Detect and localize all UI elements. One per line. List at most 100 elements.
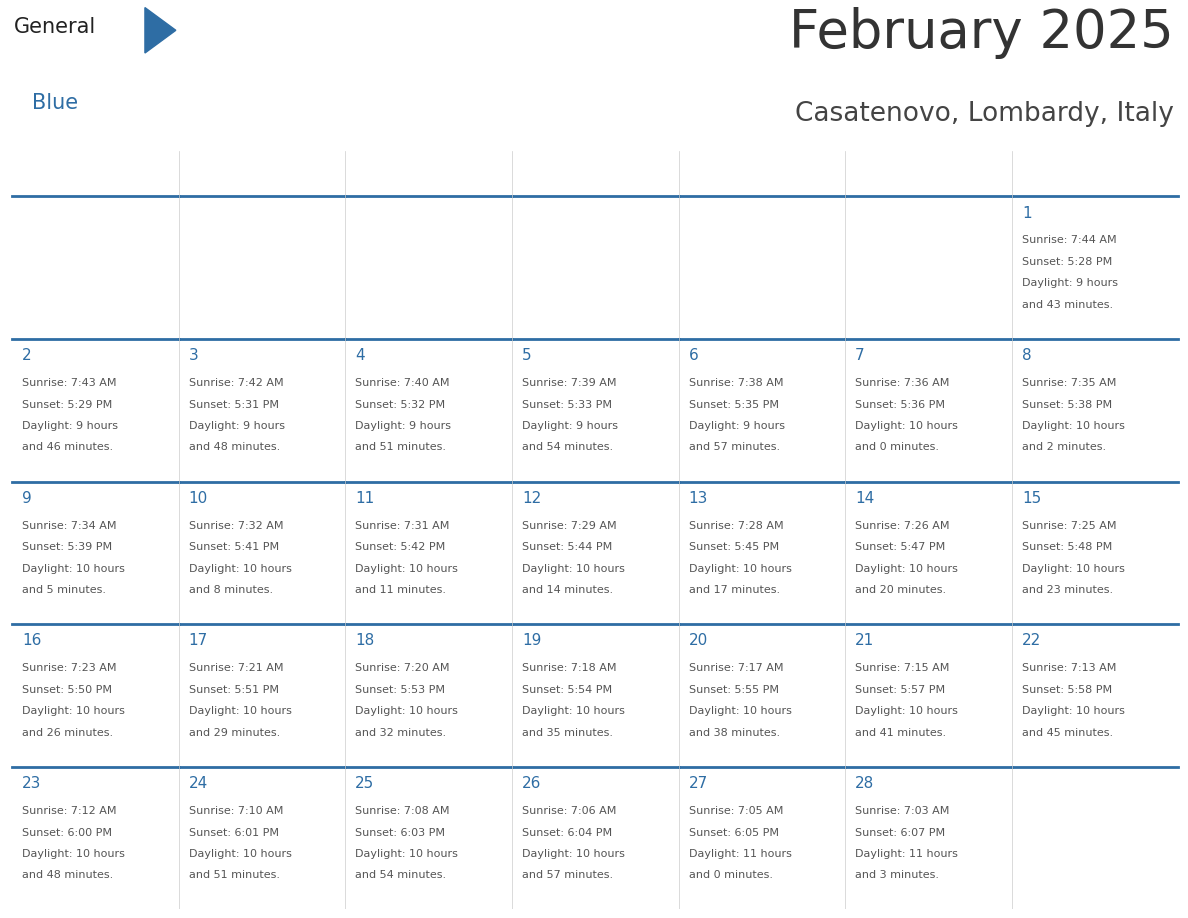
Text: Sunrise: 7:43 AM: Sunrise: 7:43 AM [21,378,116,388]
Text: Sunset: 5:50 PM: Sunset: 5:50 PM [21,685,112,695]
Text: 7: 7 [855,348,865,364]
Text: Daylight: 9 hours: Daylight: 9 hours [689,421,784,431]
Text: and 11 minutes.: and 11 minutes. [355,585,447,595]
Text: Sunrise: 7:12 AM: Sunrise: 7:12 AM [21,806,116,816]
Text: Sunset: 5:58 PM: Sunset: 5:58 PM [1022,685,1112,695]
Text: Sunset: 5:41 PM: Sunset: 5:41 PM [189,543,279,553]
Text: Daylight: 10 hours: Daylight: 10 hours [189,849,291,859]
Text: and 29 minutes.: and 29 minutes. [189,728,280,738]
Text: 2: 2 [21,348,32,364]
Text: Sunset: 5:33 PM: Sunset: 5:33 PM [522,399,612,409]
Text: and 8 minutes.: and 8 minutes. [189,585,273,595]
Text: Sunset: 6:04 PM: Sunset: 6:04 PM [522,827,612,837]
Text: Sunrise: 7:42 AM: Sunrise: 7:42 AM [189,378,283,388]
Text: Sunrise: 7:28 AM: Sunrise: 7:28 AM [689,521,783,531]
Text: 15: 15 [1022,491,1041,506]
Text: 3: 3 [189,348,198,364]
Text: Sunset: 5:38 PM: Sunset: 5:38 PM [1022,399,1112,409]
Text: 13: 13 [689,491,708,506]
Text: and 57 minutes.: and 57 minutes. [522,870,613,880]
Text: Sunset: 6:03 PM: Sunset: 6:03 PM [355,827,446,837]
Text: Sunset: 5:57 PM: Sunset: 5:57 PM [855,685,946,695]
Text: Daylight: 10 hours: Daylight: 10 hours [1022,421,1125,431]
Text: 8: 8 [1022,348,1031,364]
Text: Thursday: Thursday [722,166,802,181]
Polygon shape [145,7,176,53]
Text: and 54 minutes.: and 54 minutes. [355,870,447,880]
Text: Sunrise: 7:40 AM: Sunrise: 7:40 AM [355,378,450,388]
Text: Friday: Friday [902,166,955,181]
Text: Daylight: 10 hours: Daylight: 10 hours [189,564,291,574]
Text: Sunset: 5:29 PM: Sunset: 5:29 PM [21,399,112,409]
Text: 27: 27 [689,776,708,791]
Text: Sunrise: 7:18 AM: Sunrise: 7:18 AM [522,664,617,674]
Text: Daylight: 9 hours: Daylight: 9 hours [21,421,118,431]
Text: Daylight: 10 hours: Daylight: 10 hours [21,849,125,859]
Text: 24: 24 [189,776,208,791]
Text: and 54 minutes.: and 54 minutes. [522,442,613,453]
Text: 28: 28 [855,776,874,791]
Text: 25: 25 [355,776,374,791]
Text: 18: 18 [355,633,374,648]
Text: 1: 1 [1022,206,1031,220]
Text: and 17 minutes.: and 17 minutes. [689,585,779,595]
Text: February 2025: February 2025 [789,7,1174,60]
Text: Sunrise: 7:39 AM: Sunrise: 7:39 AM [522,378,617,388]
Text: and 14 minutes.: and 14 minutes. [522,585,613,595]
Text: Sunset: 6:05 PM: Sunset: 6:05 PM [689,827,778,837]
Text: Casatenovo, Lombardy, Italy: Casatenovo, Lombardy, Italy [795,101,1174,127]
Text: Sunrise: 7:08 AM: Sunrise: 7:08 AM [355,806,450,816]
Text: Sunset: 5:28 PM: Sunset: 5:28 PM [1022,257,1112,267]
Text: Sunrise: 7:25 AM: Sunrise: 7:25 AM [1022,521,1117,531]
Text: and 32 minutes.: and 32 minutes. [355,728,447,738]
Text: and 43 minutes.: and 43 minutes. [1022,299,1113,309]
Text: and 35 minutes.: and 35 minutes. [522,728,613,738]
Text: Sunset: 5:39 PM: Sunset: 5:39 PM [21,543,112,553]
Text: Daylight: 10 hours: Daylight: 10 hours [21,706,125,716]
Text: Sunrise: 7:15 AM: Sunrise: 7:15 AM [855,664,949,674]
Text: and 2 minutes.: and 2 minutes. [1022,442,1106,453]
Text: Sunset: 6:01 PM: Sunset: 6:01 PM [189,827,278,837]
Text: 4: 4 [355,348,365,364]
Text: 12: 12 [522,491,541,506]
Text: Daylight: 10 hours: Daylight: 10 hours [1022,564,1125,574]
Text: Sunrise: 7:23 AM: Sunrise: 7:23 AM [21,664,116,674]
Text: 11: 11 [355,491,374,506]
Text: 26: 26 [522,776,542,791]
Text: Sunset: 5:36 PM: Sunset: 5:36 PM [855,399,946,409]
Text: Daylight: 10 hours: Daylight: 10 hours [689,706,791,716]
Text: Daylight: 10 hours: Daylight: 10 hours [855,421,958,431]
Text: and 51 minutes.: and 51 minutes. [189,870,279,880]
Text: Sunset: 5:47 PM: Sunset: 5:47 PM [855,543,946,553]
Text: Daylight: 11 hours: Daylight: 11 hours [855,849,958,859]
Text: Sunset: 5:53 PM: Sunset: 5:53 PM [355,685,446,695]
Text: Daylight: 9 hours: Daylight: 9 hours [189,421,285,431]
Text: and 20 minutes.: and 20 minutes. [855,585,947,595]
Text: Sunset: 5:35 PM: Sunset: 5:35 PM [689,399,778,409]
Text: Sunrise: 7:38 AM: Sunrise: 7:38 AM [689,378,783,388]
Text: Sunrise: 7:31 AM: Sunrise: 7:31 AM [355,521,449,531]
Text: Saturday: Saturday [1056,166,1135,181]
Text: 23: 23 [21,776,42,791]
Text: Sunrise: 7:05 AM: Sunrise: 7:05 AM [689,806,783,816]
Text: and 38 minutes.: and 38 minutes. [689,728,779,738]
Text: and 41 minutes.: and 41 minutes. [855,728,947,738]
Text: Sunset: 5:44 PM: Sunset: 5:44 PM [522,543,612,553]
Text: Sunset: 5:42 PM: Sunset: 5:42 PM [355,543,446,553]
Text: 10: 10 [189,491,208,506]
Text: and 48 minutes.: and 48 minutes. [189,442,280,453]
Text: Daylight: 10 hours: Daylight: 10 hours [522,849,625,859]
Text: and 0 minutes.: and 0 minutes. [689,870,772,880]
Text: General: General [14,17,96,38]
Text: Sunset: 5:31 PM: Sunset: 5:31 PM [189,399,278,409]
Text: Daylight: 10 hours: Daylight: 10 hours [1022,706,1125,716]
Text: Daylight: 10 hours: Daylight: 10 hours [355,706,459,716]
Text: Sunset: 5:55 PM: Sunset: 5:55 PM [689,685,778,695]
Text: Sunrise: 7:21 AM: Sunrise: 7:21 AM [189,664,283,674]
Text: and 45 minutes.: and 45 minutes. [1022,728,1113,738]
Text: Sunset: 5:54 PM: Sunset: 5:54 PM [522,685,612,695]
Text: Sunday: Sunday [63,166,127,181]
Text: Sunrise: 7:29 AM: Sunrise: 7:29 AM [522,521,617,531]
Text: and 51 minutes.: and 51 minutes. [355,442,447,453]
Text: Daylight: 10 hours: Daylight: 10 hours [855,564,958,574]
